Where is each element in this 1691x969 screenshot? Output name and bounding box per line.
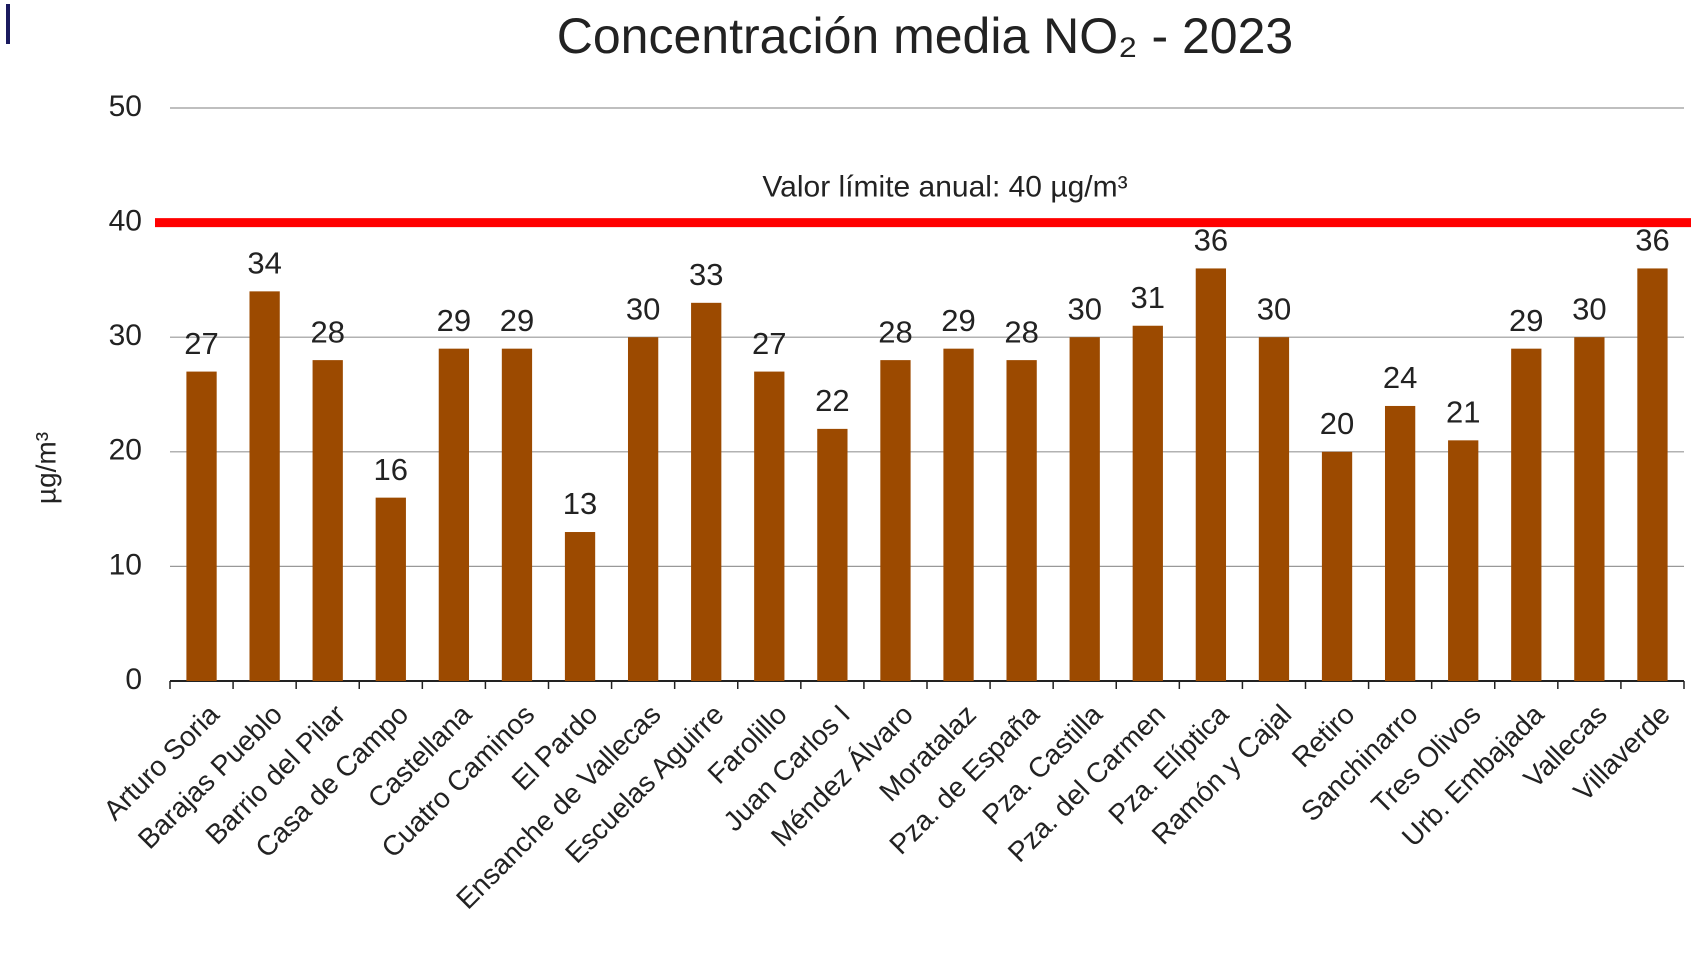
bar xyxy=(1258,337,1290,681)
data-label: 29 xyxy=(500,303,534,338)
data-label: 22 xyxy=(815,383,849,418)
data-label: 27 xyxy=(184,326,218,361)
data-label: 27 xyxy=(752,326,786,361)
bar xyxy=(375,497,406,681)
bar xyxy=(817,428,848,681)
bar xyxy=(1069,337,1100,681)
data-label: 30 xyxy=(1572,291,1606,326)
bar xyxy=(438,348,470,681)
data-label: 21 xyxy=(1446,395,1480,430)
bar xyxy=(691,302,722,681)
bar xyxy=(1448,440,1479,681)
data-label: 28 xyxy=(1004,314,1038,349)
data-label: 29 xyxy=(1509,303,1543,338)
bar xyxy=(943,348,974,681)
bar xyxy=(1006,360,1037,681)
y-tick-label: 50 xyxy=(109,90,142,123)
bar xyxy=(186,371,217,681)
y-tick-label: 10 xyxy=(109,548,142,581)
chart-title: Concentración media NO₂ - 2023 xyxy=(557,8,1293,64)
y-axis-label: µg/m³ xyxy=(30,432,61,504)
data-label: 16 xyxy=(374,452,408,487)
bar xyxy=(1384,405,1416,681)
bar xyxy=(312,360,343,681)
data-label: 13 xyxy=(563,486,597,521)
bar xyxy=(564,532,596,681)
data-label: 29 xyxy=(437,303,471,338)
data-label: 29 xyxy=(941,303,975,338)
data-label: 24 xyxy=(1383,360,1417,395)
bar xyxy=(1511,348,1542,681)
data-label: 30 xyxy=(1067,291,1101,326)
bar xyxy=(754,371,785,681)
y-tick-label: 30 xyxy=(109,319,142,352)
data-label: 36 xyxy=(1194,223,1228,258)
data-label: 28 xyxy=(878,314,912,349)
y-tick-label: 20 xyxy=(109,434,142,467)
data-label: 34 xyxy=(247,246,281,281)
bar xyxy=(249,291,280,681)
bar xyxy=(880,360,911,681)
limit-label: Valor límite anual: 40 µg/m³ xyxy=(762,171,1127,204)
bar xyxy=(627,337,659,681)
data-label: 30 xyxy=(626,291,660,326)
bar xyxy=(1321,451,1353,681)
data-label: 36 xyxy=(1635,223,1669,258)
data-label: 28 xyxy=(310,314,344,349)
y-tick-label: 0 xyxy=(125,663,142,696)
bar xyxy=(501,348,533,681)
bar xyxy=(1195,268,1227,681)
bar xyxy=(1132,325,1163,681)
bar xyxy=(1574,337,1605,681)
y-tick-label: 40 xyxy=(109,205,142,238)
data-label: 33 xyxy=(689,257,723,292)
bar xyxy=(1637,268,1668,681)
data-label: 31 xyxy=(1131,280,1165,315)
data-label: 30 xyxy=(1257,291,1291,326)
data-label: 20 xyxy=(1320,406,1354,441)
corner-mark xyxy=(6,4,10,44)
